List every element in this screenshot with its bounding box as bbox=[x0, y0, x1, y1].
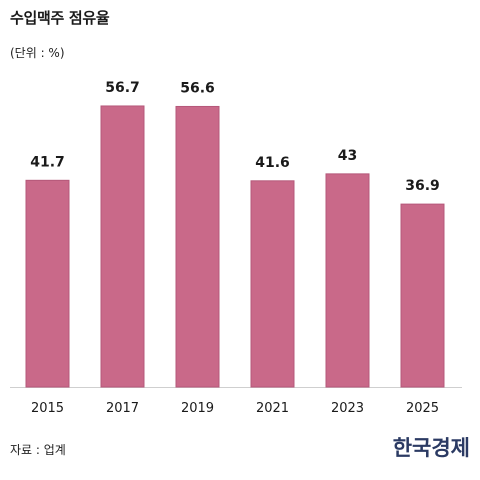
value-label-2021: 41.6 bbox=[255, 155, 290, 171]
bar-2023 bbox=[325, 173, 370, 388]
source-note: 자료 : 업계 bbox=[10, 443, 66, 457]
value-label-2023: 43 bbox=[338, 148, 357, 164]
publisher-logo: 한국경제 bbox=[392, 435, 470, 460]
x-tick-label-2015: 2015 bbox=[31, 401, 64, 416]
x-tick-label-2023: 2023 bbox=[331, 401, 364, 416]
x-tick-label-2019: 2019 bbox=[181, 401, 214, 416]
value-label-2025: 36.9 bbox=[405, 178, 440, 194]
bar-2017 bbox=[100, 105, 145, 388]
bar-2019 bbox=[175, 105, 220, 388]
x-tick-label-2021: 2021 bbox=[256, 401, 289, 416]
bar-2015 bbox=[25, 179, 70, 388]
x-tick-label-2017: 2017 bbox=[106, 401, 139, 416]
x-tick-label-2025: 2025 bbox=[406, 401, 439, 416]
value-label-2017: 56.7 bbox=[105, 80, 140, 96]
value-label-2019: 56.6 bbox=[180, 80, 215, 96]
chart-title: 수입맥주 점유율 bbox=[10, 9, 110, 27]
value-label-2015: 41.7 bbox=[30, 154, 65, 170]
unit-label: (단위 : %) bbox=[10, 46, 65, 60]
bar-2025 bbox=[400, 203, 445, 388]
bar-2021 bbox=[250, 180, 295, 388]
